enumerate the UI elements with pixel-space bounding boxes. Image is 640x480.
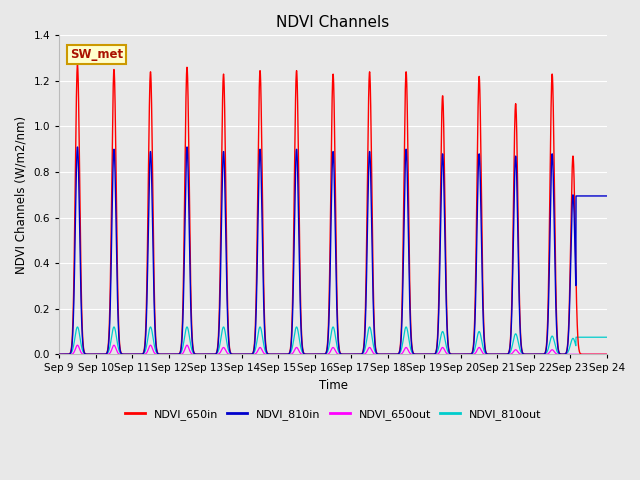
Y-axis label: NDVI Channels (W/m2/nm): NDVI Channels (W/m2/nm) [15,116,28,274]
X-axis label: Time: Time [319,379,348,392]
Legend: NDVI_650in, NDVI_810in, NDVI_650out, NDVI_810out: NDVI_650in, NDVI_810in, NDVI_650out, NDV… [121,405,545,424]
Text: SW_met: SW_met [70,48,124,60]
Title: NDVI Channels: NDVI Channels [276,15,390,30]
